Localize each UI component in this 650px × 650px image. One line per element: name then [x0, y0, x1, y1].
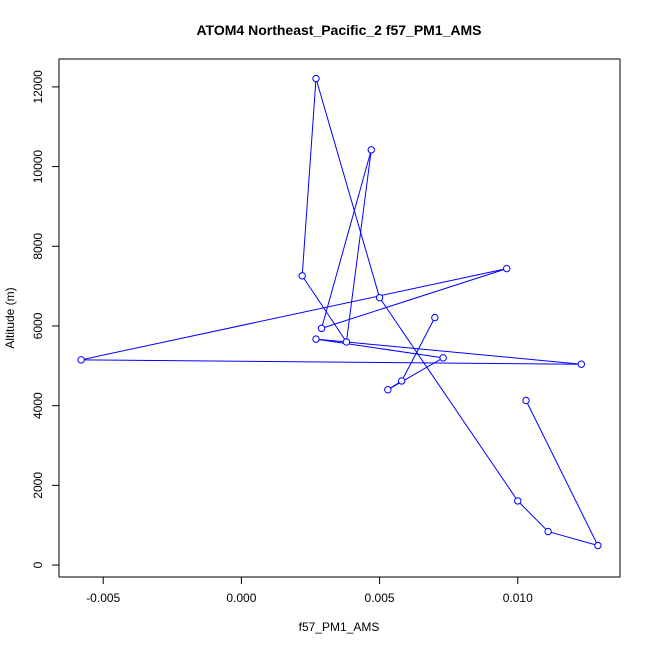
x-tick-label: 0.010 — [503, 591, 533, 605]
y-tick-label: 0 — [31, 561, 45, 568]
series-points — [77, 74, 602, 550]
x-tick-label: -0.005 — [86, 591, 120, 605]
x-tick-label: 0.000 — [226, 591, 256, 605]
series-line-segment — [81, 268, 507, 361]
series-line-segment — [301, 275, 347, 343]
data-point — [384, 386, 392, 394]
x-axis-label: f57_PM1_AMS — [299, 620, 380, 634]
data-point — [312, 74, 320, 83]
data-point — [312, 335, 320, 343]
data-point — [397, 377, 406, 385]
data-point — [375, 293, 384, 302]
data-point — [342, 338, 351, 346]
y-tick-label: 6000 — [31, 312, 45, 339]
series-line-segment — [548, 531, 599, 547]
chart-title: ATOM4 Northeast_Pacific_2 f57_PM1_AMS — [196, 22, 481, 38]
data-point — [431, 313, 439, 322]
series-line-segment — [321, 268, 507, 329]
series-line-segment — [81, 359, 582, 365]
data-point — [298, 272, 306, 280]
series-line-segment — [525, 400, 599, 546]
data-point — [317, 324, 326, 333]
x-tick-label: 0.005 — [365, 591, 395, 605]
series-line-segment — [345, 149, 372, 342]
y-tick-label: 12000 — [31, 70, 45, 104]
series-line-segment — [315, 338, 444, 359]
plot-frame — [58, 58, 621, 578]
y-axis: 0 2000 4000 6000 8000 10000 12000 — [31, 70, 59, 568]
x-axis: -0.005 0.000 0.005 0.010 — [86, 577, 533, 605]
series-line-segment — [379, 297, 519, 502]
y-axis-label: Altitude (m) — [3, 287, 17, 348]
data-point — [367, 146, 375, 154]
y-tick-label: 2000 — [31, 472, 45, 499]
data-point — [502, 264, 511, 273]
series-line-segment — [321, 149, 372, 329]
y-tick-label: 4000 — [31, 392, 45, 419]
data-point — [577, 360, 586, 368]
series-line-segment — [401, 317, 436, 382]
series-line-segment — [315, 78, 381, 298]
series-line-segment — [301, 78, 317, 276]
data-point — [594, 541, 602, 550]
data-point — [544, 527, 552, 536]
series-line-segment — [517, 500, 549, 532]
y-tick-label: 8000 — [31, 233, 45, 260]
series-line-segment — [315, 338, 582, 365]
series-lines — [81, 78, 599, 547]
data-point — [514, 497, 522, 505]
data-point — [522, 396, 530, 405]
y-tick-label: 10000 — [31, 150, 45, 184]
data-point — [77, 356, 85, 364]
data-point — [439, 354, 447, 362]
